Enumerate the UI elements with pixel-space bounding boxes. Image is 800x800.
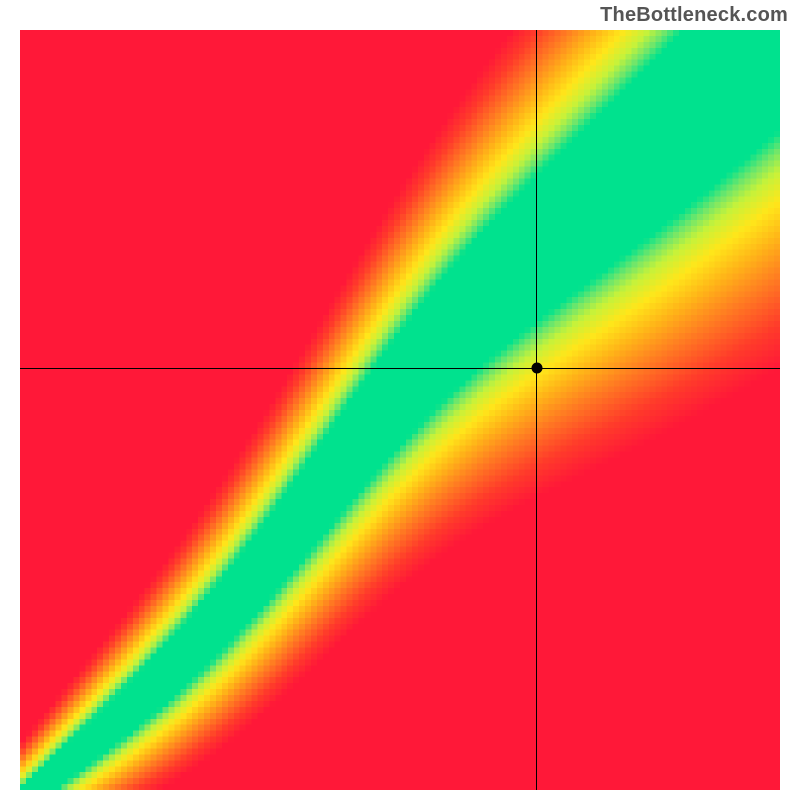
- heatmap-canvas: [20, 30, 780, 790]
- crosshair-vertical: [536, 30, 537, 790]
- crosshair-marker: [531, 363, 542, 374]
- watermark-text: TheBottleneck.com: [600, 4, 788, 27]
- plot-area: [20, 30, 780, 790]
- crosshair-horizontal: [20, 368, 780, 369]
